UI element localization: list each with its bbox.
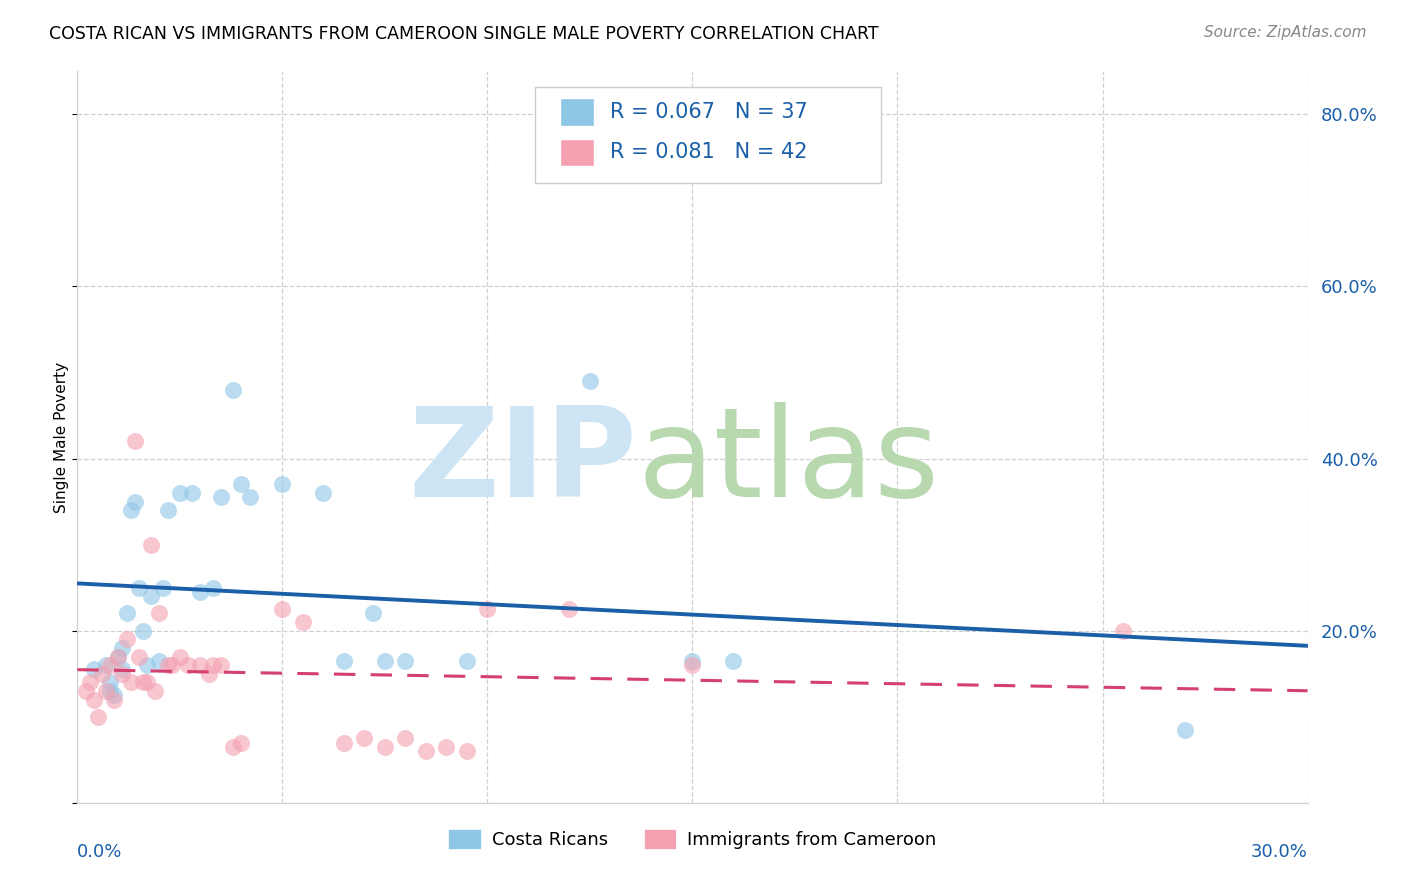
Point bbox=[120, 503, 142, 517]
Point bbox=[558, 602, 581, 616]
Text: atlas: atlas bbox=[637, 402, 939, 524]
Point bbox=[111, 640, 134, 655]
Point bbox=[148, 654, 170, 668]
FancyBboxPatch shape bbox=[560, 98, 595, 127]
Point bbox=[103, 692, 125, 706]
Point bbox=[312, 486, 335, 500]
Point bbox=[79, 675, 101, 690]
Point bbox=[222, 739, 245, 754]
Point bbox=[239, 491, 262, 505]
Point bbox=[374, 654, 396, 668]
Point bbox=[222, 383, 245, 397]
Point bbox=[115, 607, 138, 621]
Point bbox=[201, 581, 224, 595]
Point bbox=[87, 710, 110, 724]
Y-axis label: Single Male Poverty: Single Male Poverty bbox=[53, 361, 69, 513]
Point bbox=[579, 374, 602, 388]
Point bbox=[271, 477, 294, 491]
Point bbox=[333, 735, 356, 749]
Point bbox=[456, 744, 478, 758]
Text: COSTA RICAN VS IMMIGRANTS FROM CAMEROON SINGLE MALE POVERTY CORRELATION CHART: COSTA RICAN VS IMMIGRANTS FROM CAMEROON … bbox=[49, 25, 879, 43]
Point bbox=[136, 675, 159, 690]
Text: R = 0.067   N = 37: R = 0.067 N = 37 bbox=[610, 102, 808, 121]
Point bbox=[169, 486, 191, 500]
Point bbox=[75, 684, 97, 698]
Point bbox=[98, 658, 121, 673]
Point bbox=[477, 602, 499, 616]
Point bbox=[723, 654, 745, 668]
Point bbox=[1174, 723, 1197, 737]
Legend: Costa Ricans, Immigrants from Cameroon: Costa Ricans, Immigrants from Cameroon bbox=[441, 822, 943, 856]
Point bbox=[132, 624, 155, 638]
Text: R = 0.081   N = 42: R = 0.081 N = 42 bbox=[610, 142, 807, 161]
Point bbox=[141, 589, 163, 603]
Text: Source: ZipAtlas.com: Source: ZipAtlas.com bbox=[1204, 25, 1367, 40]
Point bbox=[143, 684, 166, 698]
Point bbox=[152, 581, 174, 595]
Point bbox=[111, 666, 134, 681]
Point bbox=[201, 658, 224, 673]
Point bbox=[361, 607, 384, 621]
Point bbox=[94, 684, 117, 698]
Point bbox=[394, 731, 416, 746]
Point bbox=[197, 666, 219, 681]
Point bbox=[209, 491, 232, 505]
Point bbox=[353, 731, 375, 746]
FancyBboxPatch shape bbox=[560, 138, 595, 167]
Point bbox=[90, 666, 114, 681]
Point bbox=[103, 688, 125, 702]
Point bbox=[148, 607, 170, 621]
Point bbox=[128, 649, 150, 664]
Point bbox=[231, 735, 253, 749]
Point bbox=[94, 658, 117, 673]
FancyBboxPatch shape bbox=[536, 87, 880, 183]
Point bbox=[132, 675, 155, 690]
Point bbox=[333, 654, 356, 668]
Point bbox=[98, 684, 121, 698]
Point bbox=[394, 654, 416, 668]
Point bbox=[177, 658, 200, 673]
Point bbox=[1112, 624, 1135, 638]
Point bbox=[169, 649, 191, 664]
Point bbox=[181, 486, 204, 500]
Point bbox=[98, 675, 121, 690]
Point bbox=[156, 503, 179, 517]
Point bbox=[374, 739, 396, 754]
Point bbox=[188, 658, 212, 673]
Point bbox=[83, 662, 105, 676]
Point bbox=[124, 494, 146, 508]
Point bbox=[209, 658, 232, 673]
Point bbox=[111, 662, 134, 676]
Point bbox=[156, 658, 179, 673]
Point bbox=[415, 744, 437, 758]
Point bbox=[107, 649, 129, 664]
Point bbox=[231, 477, 253, 491]
Point bbox=[128, 581, 150, 595]
Point bbox=[456, 654, 478, 668]
Point bbox=[83, 692, 105, 706]
Point bbox=[120, 675, 142, 690]
Point bbox=[136, 658, 159, 673]
Point bbox=[436, 739, 458, 754]
Point bbox=[160, 658, 183, 673]
Point bbox=[271, 602, 294, 616]
Point bbox=[682, 658, 704, 673]
Text: 0.0%: 0.0% bbox=[77, 843, 122, 861]
Point bbox=[115, 632, 138, 647]
Point bbox=[107, 649, 129, 664]
Point bbox=[124, 434, 146, 449]
Point bbox=[188, 585, 212, 599]
Text: ZIP: ZIP bbox=[408, 402, 637, 524]
Text: 30.0%: 30.0% bbox=[1251, 843, 1308, 861]
Point bbox=[682, 654, 704, 668]
Point bbox=[141, 538, 163, 552]
Point bbox=[291, 615, 314, 629]
